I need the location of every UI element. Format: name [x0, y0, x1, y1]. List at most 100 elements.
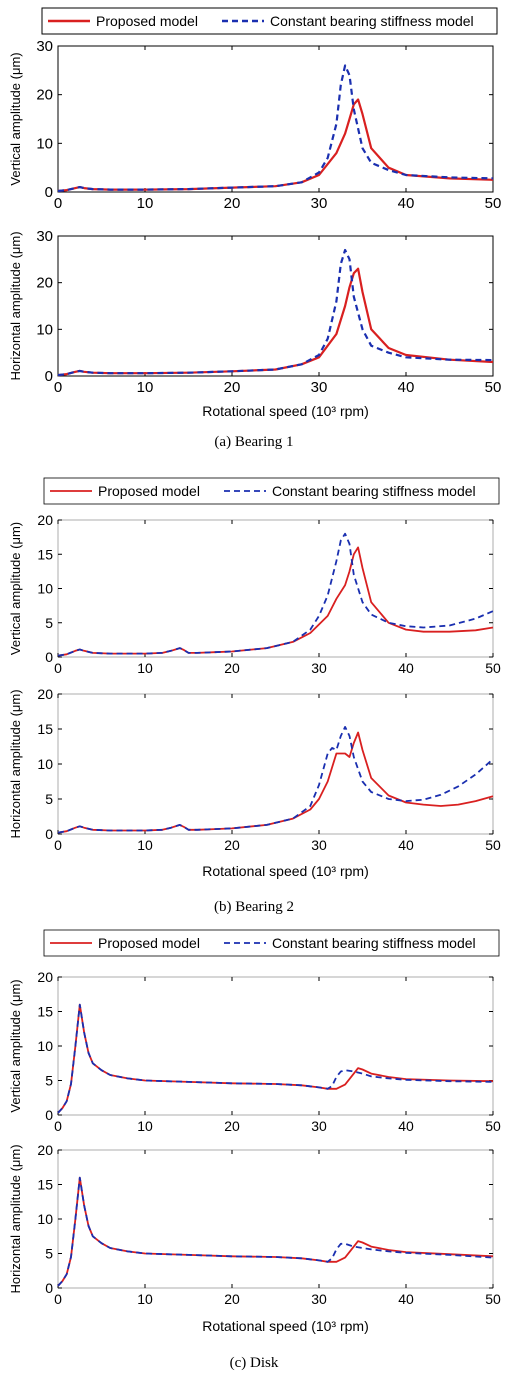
- y-tick-label: 10: [37, 1211, 53, 1227]
- y-tick-label: 20: [37, 1142, 53, 1158]
- x-tick-label: 40: [398, 1291, 414, 1307]
- x-tick-label: 30: [311, 1118, 327, 1134]
- x-axis-label: Rotational speed (10³ rpm): [202, 1318, 369, 1334]
- y-tick-label: 10: [37, 756, 53, 772]
- y-tick-label: 15: [37, 1177, 53, 1193]
- y-tick-label: 10: [36, 321, 53, 338]
- caption-a: (a) Bearing 1: [214, 434, 293, 450]
- x-tick-label: 0: [54, 660, 62, 676]
- y-tick-label: 20: [36, 87, 53, 104]
- y-tick-label: 5: [45, 615, 53, 631]
- y-tick-label: 0: [45, 1280, 53, 1296]
- x-tick-label: 20: [224, 660, 240, 676]
- legend-box: [43, 929, 500, 957]
- legend-label-constant: Constant bearing stiffness model: [270, 13, 474, 29]
- series-line-constant: [57, 1003, 494, 1114]
- legend-label-constant: Constant bearing stiffness model: [272, 935, 476, 951]
- y-axis-label: Horizontal amplitude (μm): [8, 231, 23, 380]
- plot-c-vertical: 0 10 20 30 40 50 0 5 10 15 20 Vertical amplitude (μ…: [8, 969, 501, 1134]
- x-tick-label: 50: [485, 1291, 501, 1307]
- y-tick-label: 30: [36, 228, 53, 245]
- series-line-proposed: [57, 731, 494, 834]
- series-line-constant: [57, 64, 494, 193]
- series-line-constant: [57, 1176, 494, 1287]
- legend-label-proposed: Proposed model: [98, 483, 200, 499]
- x-tick-label: 0: [54, 1291, 62, 1307]
- legend-label-proposed: Proposed model: [96, 13, 198, 29]
- x-axis-label: Rotational speed (10³ rpm): [202, 863, 369, 879]
- x-tick-label: 20: [224, 837, 240, 853]
- y-tick-label: 0: [45, 368, 53, 385]
- y-tick-label: 0: [45, 649, 53, 665]
- x-tick-label: 20: [224, 1291, 240, 1307]
- y-tick-label: 0: [45, 1107, 53, 1123]
- y-tick-label: 10: [37, 581, 53, 597]
- legend-box: [41, 7, 498, 35]
- y-axis-label: Vertical amplitude (μm): [8, 52, 23, 185]
- y-tick-label: 20: [37, 512, 53, 528]
- x-tick-label: 0: [54, 837, 62, 853]
- x-tick-label: 10: [137, 660, 153, 676]
- x-tick-label: 40: [398, 195, 415, 212]
- x-tick-label: 10: [137, 837, 153, 853]
- x-tick-label: 40: [398, 379, 415, 396]
- x-tick-label: 50: [485, 660, 501, 676]
- x-tick-label: 50: [485, 379, 502, 396]
- y-tick-label: 15: [37, 721, 53, 737]
- axes-box: [57, 1149, 494, 1289]
- series-line-constant: [57, 248, 494, 377]
- y-axis-label: Horizontal amplitude (μm): [8, 689, 23, 838]
- x-tick-label: 10: [137, 1291, 153, 1307]
- x-tick-label: 0: [54, 195, 62, 212]
- legend-label-constant: Constant bearing stiffness model: [272, 483, 476, 499]
- axes-box: [57, 976, 494, 1116]
- x-tick-label: 40: [398, 837, 414, 853]
- y-tick-label: 15: [37, 1004, 53, 1020]
- x-tick-label: 20: [224, 195, 241, 212]
- x-tick-label: 20: [224, 1118, 240, 1134]
- x-tick-label: 0: [54, 379, 62, 396]
- axes-box: [57, 45, 494, 193]
- x-tick-label: 40: [398, 660, 414, 676]
- legend-c: Proposed model Constant bearing stiffnes…: [43, 929, 500, 957]
- y-tick-label: 15: [37, 546, 53, 562]
- y-tick-label: 10: [36, 135, 53, 152]
- series-line-constant: [57, 532, 494, 657]
- x-tick-label: 10: [137, 379, 154, 396]
- legend-a: Proposed model Constant bearing stiffnes…: [41, 7, 498, 35]
- plot-a-horizontal: 0 10 20 30 40 50 0 10 20 30 Horizontal amplitude (…: [8, 228, 501, 419]
- y-tick-label: 20: [37, 969, 53, 985]
- x-tick-label: 50: [485, 195, 502, 212]
- legend-label-proposed: Proposed model: [98, 935, 200, 951]
- series-line-constant: [57, 726, 494, 834]
- x-tick-label: 10: [137, 195, 154, 212]
- x-tick-label: 40: [398, 1118, 414, 1134]
- caption-c: (c) Disk: [230, 1355, 279, 1371]
- y-tick-label: 5: [45, 1073, 53, 1089]
- plot-b-vertical: 0 10 20 30 40 50 0 5 10 15 20 Vertical amplitude (μ…: [8, 512, 501, 676]
- axes-box: [57, 519, 494, 658]
- plot-c-horizontal: 0 10 20 30 40 50 0 5 10 15 20 Horizontal amplitude …: [8, 1142, 501, 1334]
- x-tick-label: 50: [485, 837, 501, 853]
- plot-a-vertical: 0 10 20 30 40 50 0 10 20 30 Vertical amplitude (μm…: [8, 38, 501, 212]
- axes-box: [57, 235, 494, 377]
- y-tick-label: 5: [45, 791, 53, 807]
- x-axis-label: Rotational speed (10³ rpm): [202, 403, 369, 419]
- y-axis-label: Horizontal amplitude (μm): [8, 1144, 23, 1293]
- y-tick-label: 0: [45, 184, 53, 201]
- y-tick-label: 30: [36, 38, 53, 55]
- legend-b: Proposed model Constant bearing stiffnes…: [43, 477, 500, 505]
- x-tick-label: 30: [311, 660, 327, 676]
- y-tick-label: 20: [37, 686, 53, 702]
- x-tick-label: 50: [485, 1118, 501, 1134]
- y-axis-label: Vertical amplitude (μm): [8, 979, 23, 1112]
- x-tick-label: 30: [311, 379, 328, 396]
- axes-box: [57, 693, 494, 835]
- y-tick-label: 5: [45, 1246, 53, 1262]
- x-tick-label: 30: [311, 195, 328, 212]
- x-tick-label: 10: [137, 1118, 153, 1134]
- y-tick-label: 20: [36, 275, 53, 292]
- y-axis-label: Vertical amplitude (μm): [8, 522, 23, 655]
